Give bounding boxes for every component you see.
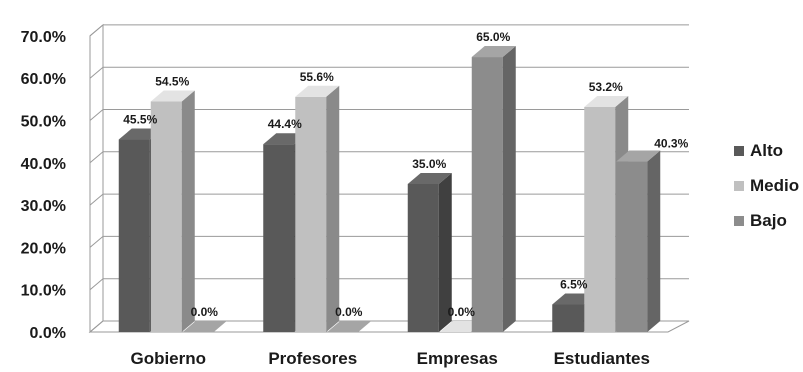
gridline-depth: [89, 236, 104, 248]
data-label: 35.0%: [412, 157, 446, 171]
x-axis-labels: Gobierno Profesores Empresas Estudiantes: [130, 349, 649, 368]
y-tick-label: 40.0%: [21, 156, 66, 173]
y-tick-label: 10.0%: [21, 283, 66, 300]
bar-medio-gobierno: [150, 90, 195, 332]
data-label: 45.5%: [123, 113, 157, 127]
data-label: 53.2%: [589, 80, 623, 94]
bar-bajo-empresas: [471, 46, 516, 333]
data-label: 54.5%: [155, 74, 189, 88]
x-tick-label: Estudiantes: [554, 349, 650, 368]
x-tick-label: Gobierno: [130, 349, 206, 368]
legend-label: Bajo: [750, 211, 787, 230]
data-label: 44.4%: [268, 117, 302, 131]
data-label: 0.0%: [335, 305, 363, 319]
gridline-depth: [89, 109, 104, 121]
data-label: 6.5%: [560, 278, 588, 292]
gridline-depth: [89, 320, 104, 333]
side-wall: [89, 23, 104, 334]
data-label: 40.3%: [654, 137, 688, 151]
legend-swatch: [734, 181, 744, 191]
legend-swatch: [734, 216, 744, 226]
y-axis-ticks: 0.0% 10.0% 20.0% 30.0% 40.0% 50.0% 60.0% 70.0%: [21, 29, 66, 342]
y-tick-label: 30.0%: [21, 198, 66, 215]
gridline-depth: [89, 24, 104, 37]
bar-bajo-gobierno: [182, 321, 227, 332]
gridline-depth: [89, 66, 104, 79]
y-tick-label: 20.0%: [21, 240, 66, 257]
data-label: 0.0%: [448, 305, 476, 319]
gridline-depth: [89, 193, 104, 206]
bar-bajo-estudiantes: [616, 150, 661, 332]
data-label: 65.0%: [476, 30, 510, 44]
data-labels: 45.5% 54.5% 0.0% 44.4% 55.6% 0.0% 35.0% 0.0% 65.…: [123, 30, 688, 319]
gridline-depth: [89, 151, 104, 164]
bars: [118, 46, 661, 333]
legend: Alto Medio Bajo: [734, 141, 799, 230]
legend-label: Alto: [750, 141, 783, 160]
y-tick-label: 60.0%: [21, 71, 66, 88]
y-tick-label: 70.0%: [21, 29, 66, 46]
bar-bajo-profesores: [327, 321, 372, 332]
legend-label: Medio: [750, 176, 799, 195]
bar-medio-profesores: [295, 85, 340, 332]
gridline-depth: [89, 278, 104, 291]
bar-alto-empresas: [407, 172, 452, 332]
legend-swatch: [734, 146, 744, 156]
x-tick-label: Empresas: [417, 349, 498, 368]
data-label: 55.6%: [300, 70, 334, 84]
data-label: 0.0%: [191, 305, 219, 319]
y-tick-label: 50.0%: [21, 114, 66, 131]
y-tick-label: 0.0%: [30, 325, 66, 342]
x-tick-label: Profesores: [268, 349, 357, 368]
